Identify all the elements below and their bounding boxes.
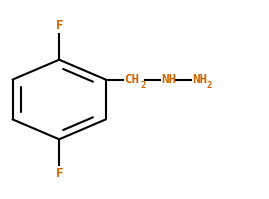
Text: F: F [55, 167, 63, 180]
Text: 2: 2 [140, 81, 146, 90]
Text: NH: NH [161, 73, 176, 86]
Text: CH: CH [125, 73, 140, 86]
Text: F: F [55, 19, 63, 32]
Text: 2: 2 [207, 81, 212, 90]
Text: NH: NH [192, 73, 207, 86]
